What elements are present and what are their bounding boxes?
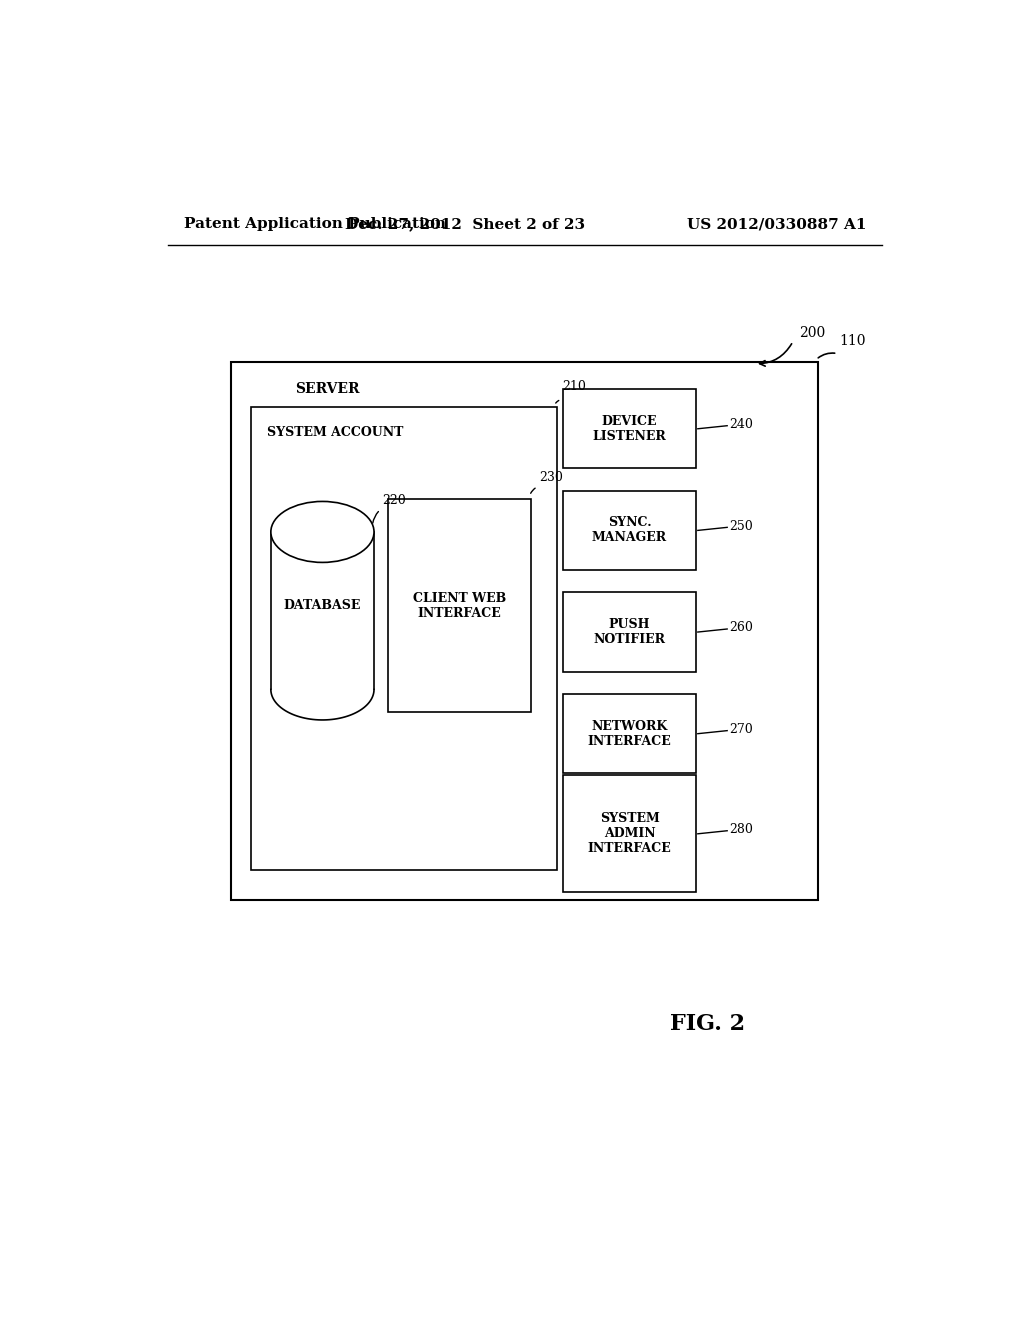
FancyArrowPatch shape (760, 343, 792, 366)
Text: Dec. 27, 2012  Sheet 2 of 23: Dec. 27, 2012 Sheet 2 of 23 (345, 218, 586, 231)
Text: SERVER: SERVER (295, 381, 359, 396)
Text: 270: 270 (729, 723, 754, 737)
Bar (563, 775, 696, 892)
Text: 210: 210 (562, 380, 586, 393)
Bar (563, 389, 696, 469)
Text: 240: 240 (729, 418, 754, 432)
FancyArrowPatch shape (556, 400, 559, 403)
Bar (563, 593, 696, 672)
Text: Patent Application Publication: Patent Application Publication (183, 218, 445, 231)
Text: PUSH
NOTIFIER: PUSH NOTIFIER (594, 618, 666, 645)
Text: US 2012/0330887 A1: US 2012/0330887 A1 (686, 218, 866, 231)
Bar (231, 362, 818, 900)
Text: 200: 200 (799, 326, 825, 341)
Bar (388, 499, 531, 713)
Text: FIG. 2: FIG. 2 (670, 1014, 744, 1035)
Text: NETWORK
INTERFACE: NETWORK INTERFACE (588, 719, 672, 747)
Text: SYNC.
MANAGER: SYNC. MANAGER (592, 516, 667, 544)
Text: 260: 260 (729, 622, 754, 635)
Ellipse shape (270, 502, 374, 562)
Bar (270, 532, 374, 689)
Text: SYSTEM
ADMIN
INTERFACE: SYSTEM ADMIN INTERFACE (588, 812, 672, 855)
Bar (251, 408, 557, 870)
Text: CLIENT WEB
INTERFACE: CLIENT WEB INTERFACE (413, 591, 506, 619)
Text: 230: 230 (539, 471, 563, 483)
Text: SYSTEM ACCOUNT: SYSTEM ACCOUNT (267, 426, 403, 438)
FancyArrowPatch shape (373, 512, 379, 523)
FancyArrowPatch shape (530, 488, 536, 494)
Text: DEVICE
LISTENER: DEVICE LISTENER (593, 414, 667, 442)
Text: 280: 280 (729, 824, 754, 837)
Bar (563, 491, 696, 570)
Text: 110: 110 (839, 334, 865, 348)
Text: DATABASE: DATABASE (284, 599, 361, 612)
FancyArrowPatch shape (818, 352, 835, 358)
Text: 220: 220 (382, 494, 406, 507)
Bar (563, 694, 696, 774)
Text: 250: 250 (729, 520, 754, 533)
